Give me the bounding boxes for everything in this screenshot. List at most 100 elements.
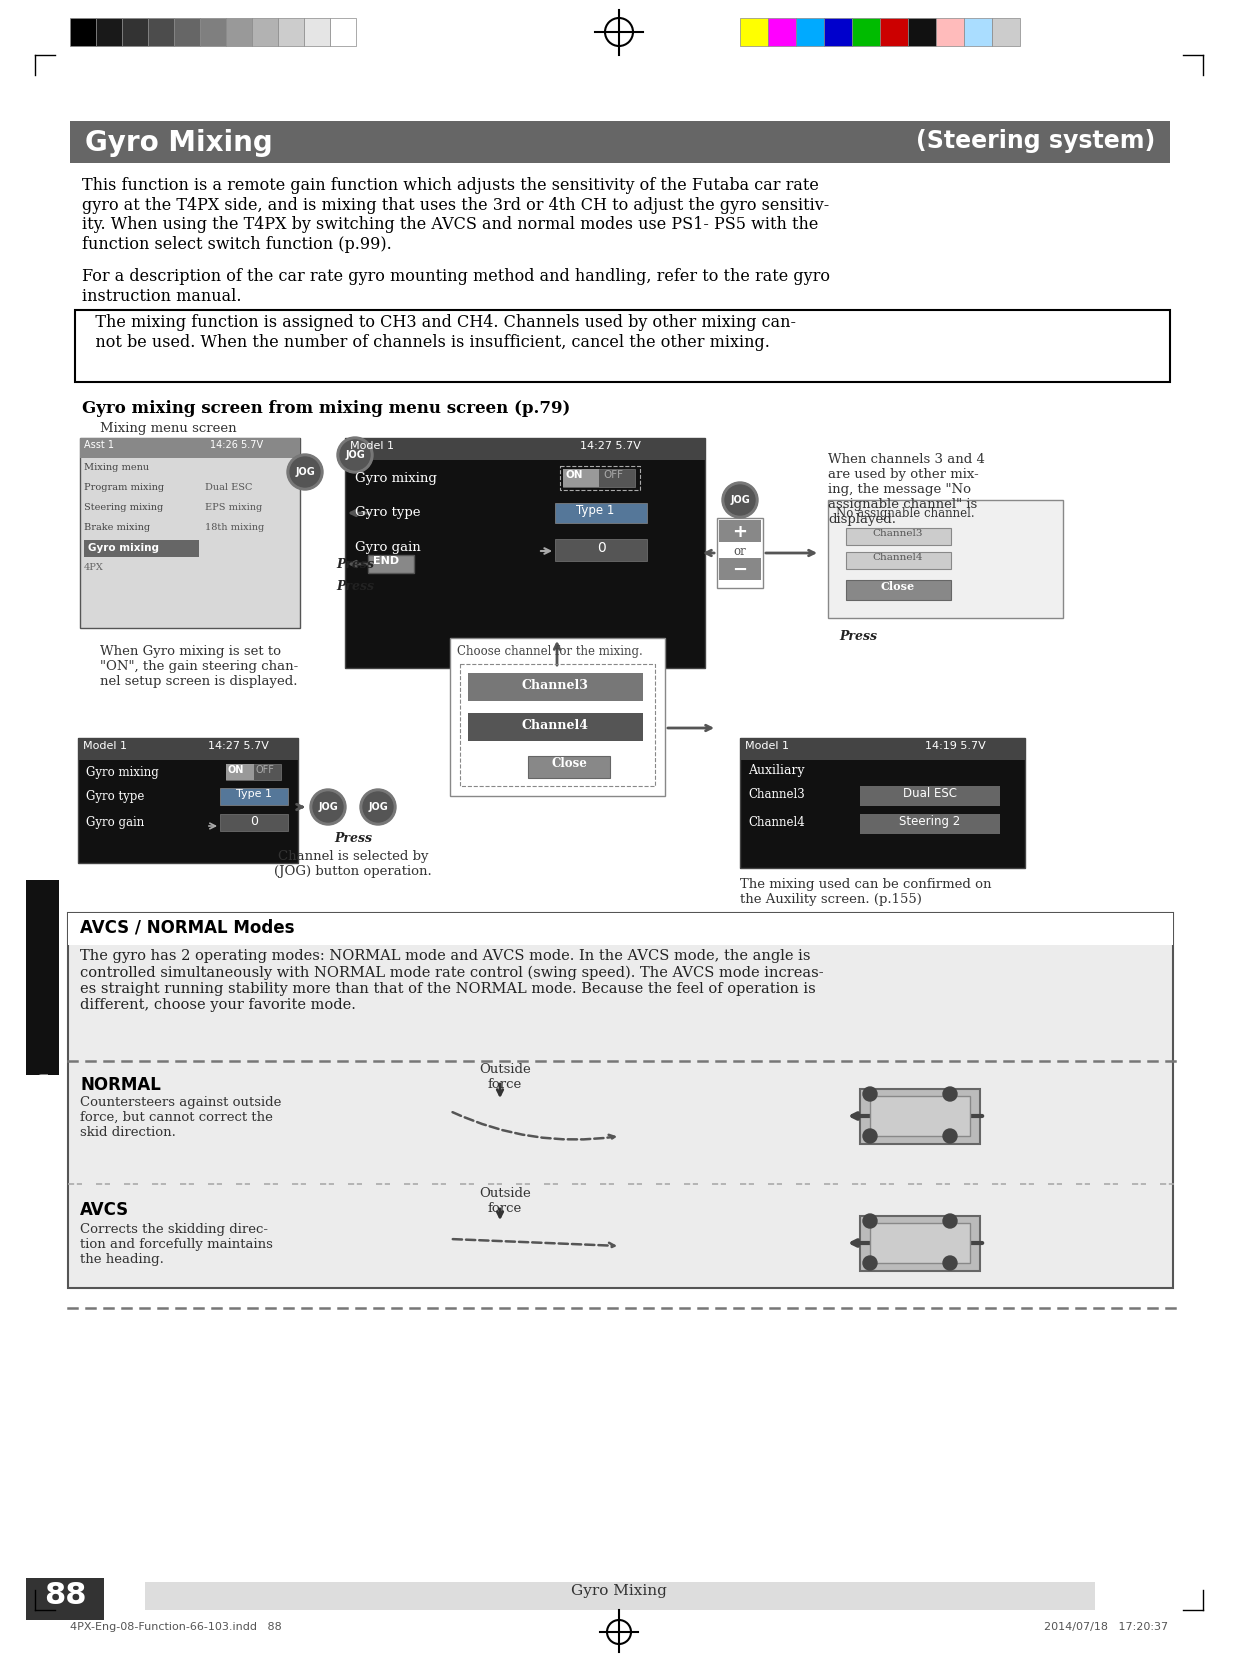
Bar [468,673,643,701]
Text: Brake mixing: Brake mixing [84,524,150,532]
Circle shape [863,1128,877,1143]
Text: Gyro Mixing: Gyro Mixing [85,130,272,156]
Bar [527,756,610,778]
Bar [740,738,1025,760]
Text: ON: ON [566,470,583,480]
Text: Type 1: Type 1 [576,504,614,517]
Bar [68,912,1172,1288]
Bar [368,555,413,573]
Text: Channel4: Channel4 [521,720,588,731]
Bar [555,538,647,562]
Text: Program mixing: Program mixing [84,484,165,492]
Text: Outside
force: Outside force [479,1064,531,1090]
Text: 14:27 5.7V: 14:27 5.7V [579,440,641,450]
Bar [860,786,1000,806]
Text: 0: 0 [250,814,258,828]
Circle shape [863,1213,877,1228]
Text: Steering mixing: Steering mixing [84,504,163,512]
Bar [123,18,149,47]
Bar [97,18,123,47]
Text: Model 1: Model 1 [83,741,128,751]
Bar [80,439,300,628]
Text: Gyro mixing screen from mixing menu screen (p.79): Gyro mixing screen from mixing menu scre… [82,401,571,417]
Text: No assignable channel.: No assignable channel. [836,507,974,520]
Bar [68,912,1172,946]
Text: Press: Press [839,630,877,643]
Text: Countersteers against outside
force, but cannot correct the
skid direction.: Countersteers against outside force, but… [80,1095,281,1138]
Text: AVCS: AVCS [80,1202,129,1218]
Bar [71,121,1170,163]
Text: 14:27 5.7V: 14:27 5.7V [208,741,269,751]
Text: 0: 0 [597,542,605,555]
Bar [860,1089,980,1143]
Text: Dual ESC: Dual ESC [206,484,253,492]
Bar [449,638,665,796]
Text: Gyro type: Gyro type [85,789,145,803]
Bar [26,1577,104,1620]
Text: Close: Close [551,756,587,770]
Circle shape [337,437,373,474]
Text: The mixing function is assigned to CH3 and CH4. Channels used by other mixing ca: The mixing function is assigned to CH3 a… [80,314,796,351]
Text: Auxiliary: Auxiliary [748,765,805,778]
Text: Outside
force: Outside force [479,1187,531,1215]
Bar [740,18,768,47]
Bar [78,738,298,863]
Text: 4PX-Eng-08-Function-66-103.indd   88: 4PX-Eng-08-Function-66-103.indd 88 [71,1622,282,1632]
Bar [227,18,253,47]
Bar [860,1217,980,1271]
Bar [78,738,298,760]
Bar [846,529,951,545]
Text: Gyro gain: Gyro gain [355,542,421,553]
Circle shape [725,485,755,515]
Bar [825,18,852,47]
Bar [870,1095,971,1137]
Bar [253,18,279,47]
Bar [717,519,763,588]
Text: Gyro mixing: Gyro mixing [355,472,437,485]
Bar [828,500,1063,618]
Text: Model 1: Model 1 [350,440,394,450]
Bar [964,18,992,47]
Bar [220,814,288,831]
Text: Gyro mixing: Gyro mixing [88,543,158,553]
Circle shape [290,457,319,487]
Bar [76,311,1170,382]
Text: ON: ON [228,765,244,774]
Text: Gyro mixing: Gyro mixing [85,766,158,779]
Bar [563,469,599,487]
Text: OFF: OFF [256,765,275,774]
Bar [26,879,59,1075]
Bar [331,18,357,47]
Text: −: − [733,562,748,578]
Text: 18th mixing: 18th mixing [206,524,264,532]
Text: END: END [373,557,399,567]
Bar [175,18,201,47]
Bar [740,738,1025,868]
Circle shape [943,1087,957,1100]
Text: Choose channel for the mixing.: Choose channel for the mixing. [457,645,643,658]
Bar [145,1582,1094,1610]
Bar [345,439,704,460]
Bar [880,18,907,47]
Bar [870,1223,971,1263]
Bar [719,520,761,542]
Text: Gyro type: Gyro type [355,505,421,519]
Circle shape [360,789,396,824]
Text: JOG: JOG [318,803,338,813]
Text: JOG: JOG [368,803,387,813]
Circle shape [722,482,758,519]
Text: JOG: JOG [730,495,750,505]
Circle shape [363,793,392,823]
Text: Channel is selected by
(JOG) button operation.: Channel is selected by (JOG) button oper… [274,849,432,878]
Text: 14:26 5.7V: 14:26 5.7V [210,440,264,450]
Bar [71,18,97,47]
Text: The mixing used can be confirmed on
the Auxility screen. (p.155): The mixing used can be confirmed on the … [740,878,992,906]
Text: Press: Press [334,833,371,844]
Circle shape [943,1256,957,1270]
Bar [279,18,305,47]
Bar [80,439,300,459]
Bar [846,580,951,600]
Text: AVCS / NORMAL Modes: AVCS / NORMAL Modes [80,917,295,936]
Circle shape [340,440,370,470]
Bar [227,765,281,779]
